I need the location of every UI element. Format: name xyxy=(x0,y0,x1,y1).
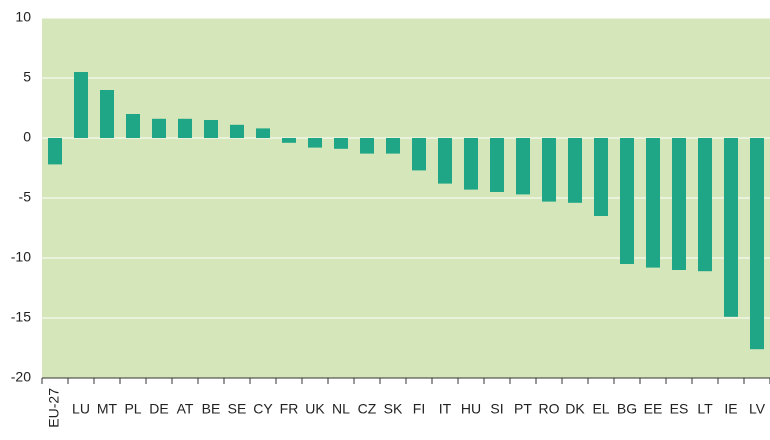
bar xyxy=(412,138,426,171)
x-tick-label: CY xyxy=(253,401,273,417)
x-tick-label: UK xyxy=(305,401,325,417)
x-tick-label: SE xyxy=(228,401,247,417)
bar xyxy=(334,138,348,149)
y-tick-label: -10 xyxy=(11,249,31,265)
x-tick-label: NL xyxy=(332,401,350,417)
y-tick-label: -20 xyxy=(11,369,31,385)
x-tick-label: CZ xyxy=(358,401,377,417)
x-tick-label: LU xyxy=(72,401,90,417)
bar xyxy=(490,138,504,192)
bar xyxy=(282,138,296,143)
x-tick-label: BE xyxy=(202,401,221,417)
bar xyxy=(750,138,764,350)
bar xyxy=(386,138,400,154)
bar xyxy=(620,138,634,264)
y-tick-label: 0 xyxy=(23,129,31,145)
x-tick-label: IE xyxy=(724,401,737,417)
y-tick-label: 5 xyxy=(23,69,31,85)
bar xyxy=(516,138,530,195)
bar xyxy=(698,138,712,272)
x-tick-label: EU-27 xyxy=(46,388,62,428)
bar xyxy=(646,138,660,268)
x-tick-label: BG xyxy=(617,401,637,417)
bar xyxy=(100,90,114,138)
bar xyxy=(126,114,140,138)
bar xyxy=(438,138,452,184)
x-tick-label: IT xyxy=(439,401,452,417)
y-tick-label: -5 xyxy=(19,189,32,205)
bar xyxy=(308,138,322,148)
bar xyxy=(542,138,556,202)
x-tick-label: LT xyxy=(697,401,713,417)
bar xyxy=(594,138,608,216)
x-tick-label: DK xyxy=(565,401,585,417)
x-tick-label: PL xyxy=(124,401,141,417)
x-tick-label: PT xyxy=(514,401,532,417)
x-tick-label: AT xyxy=(177,401,194,417)
x-tick-label: RO xyxy=(539,401,560,417)
bar xyxy=(48,138,62,165)
x-tick-label: ES xyxy=(670,401,689,417)
x-tick-label: FR xyxy=(280,401,299,417)
x-tick-label: FI xyxy=(413,401,425,417)
bar xyxy=(230,124,244,138)
bar xyxy=(74,72,88,138)
y-tick-label: -15 xyxy=(11,309,31,325)
x-tick-label: LV xyxy=(749,401,766,417)
bar xyxy=(178,118,192,138)
x-tick-label: EL xyxy=(592,401,609,417)
bar xyxy=(256,128,270,138)
bar xyxy=(672,138,686,270)
x-tick-label: DE xyxy=(149,401,168,417)
x-tick-label: HU xyxy=(461,401,481,417)
bar xyxy=(464,138,478,190)
bar xyxy=(360,138,374,154)
x-tick-label: SK xyxy=(384,401,403,417)
bar xyxy=(724,138,738,317)
x-tick-label: EE xyxy=(644,401,663,417)
x-tick-label: MT xyxy=(97,401,118,417)
bar xyxy=(152,118,166,138)
bar xyxy=(568,138,582,203)
x-tick-label: SI xyxy=(490,401,503,417)
y-tick-label: 10 xyxy=(15,9,31,25)
bar xyxy=(204,120,218,138)
